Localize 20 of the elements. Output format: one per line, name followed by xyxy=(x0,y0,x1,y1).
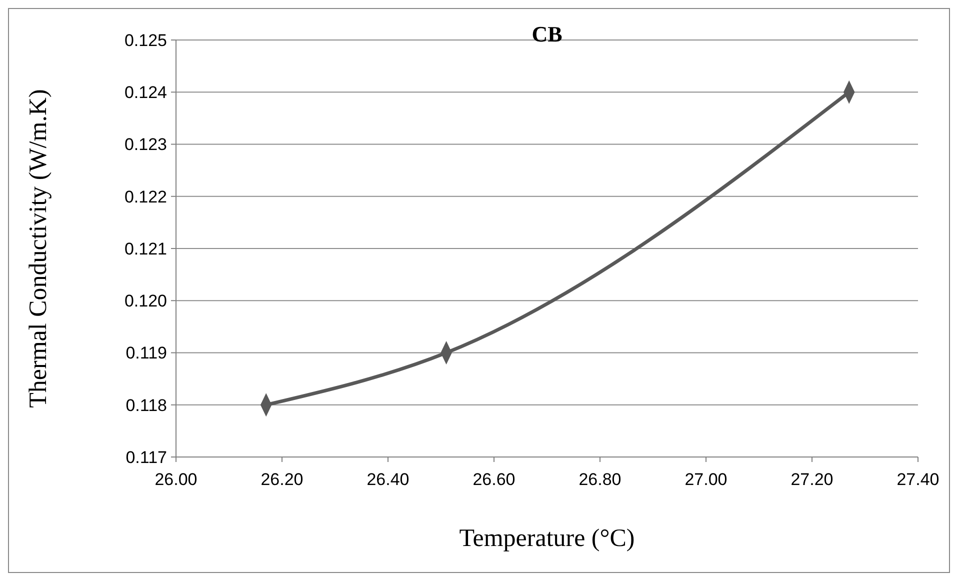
y-tick-label: 0.121 xyxy=(124,239,167,258)
x-tick-label: 27.20 xyxy=(790,470,834,489)
y-tick-label: 0.124 xyxy=(124,83,167,102)
x-tick-label: 26.80 xyxy=(578,470,622,489)
x-tick-label: 26.40 xyxy=(366,470,410,489)
chart-title: CB xyxy=(532,22,563,47)
x-axis-title: Temperature (°C) xyxy=(459,525,635,552)
y-tick-label: 0.117 xyxy=(126,448,167,467)
y-tick-label: 0.118 xyxy=(126,396,167,415)
y-tick-label: 0.122 xyxy=(124,187,167,206)
y-tick-label: 0.123 xyxy=(124,135,167,154)
x-tick-label: 27.00 xyxy=(684,470,728,489)
y-tick-label: 0.125 xyxy=(124,30,167,50)
x-tick-label: 27.40 xyxy=(896,470,940,489)
y-tick-label: 0.119 xyxy=(126,344,167,363)
x-tick-label: 26.20 xyxy=(260,470,304,489)
x-tick-label: 26.00 xyxy=(154,470,198,489)
y-tick-label: 0.120 xyxy=(124,292,167,311)
y-axis-title: Thermal Conductivity (W/m.K) xyxy=(25,89,52,408)
x-tick-label: 26.60 xyxy=(472,470,516,489)
